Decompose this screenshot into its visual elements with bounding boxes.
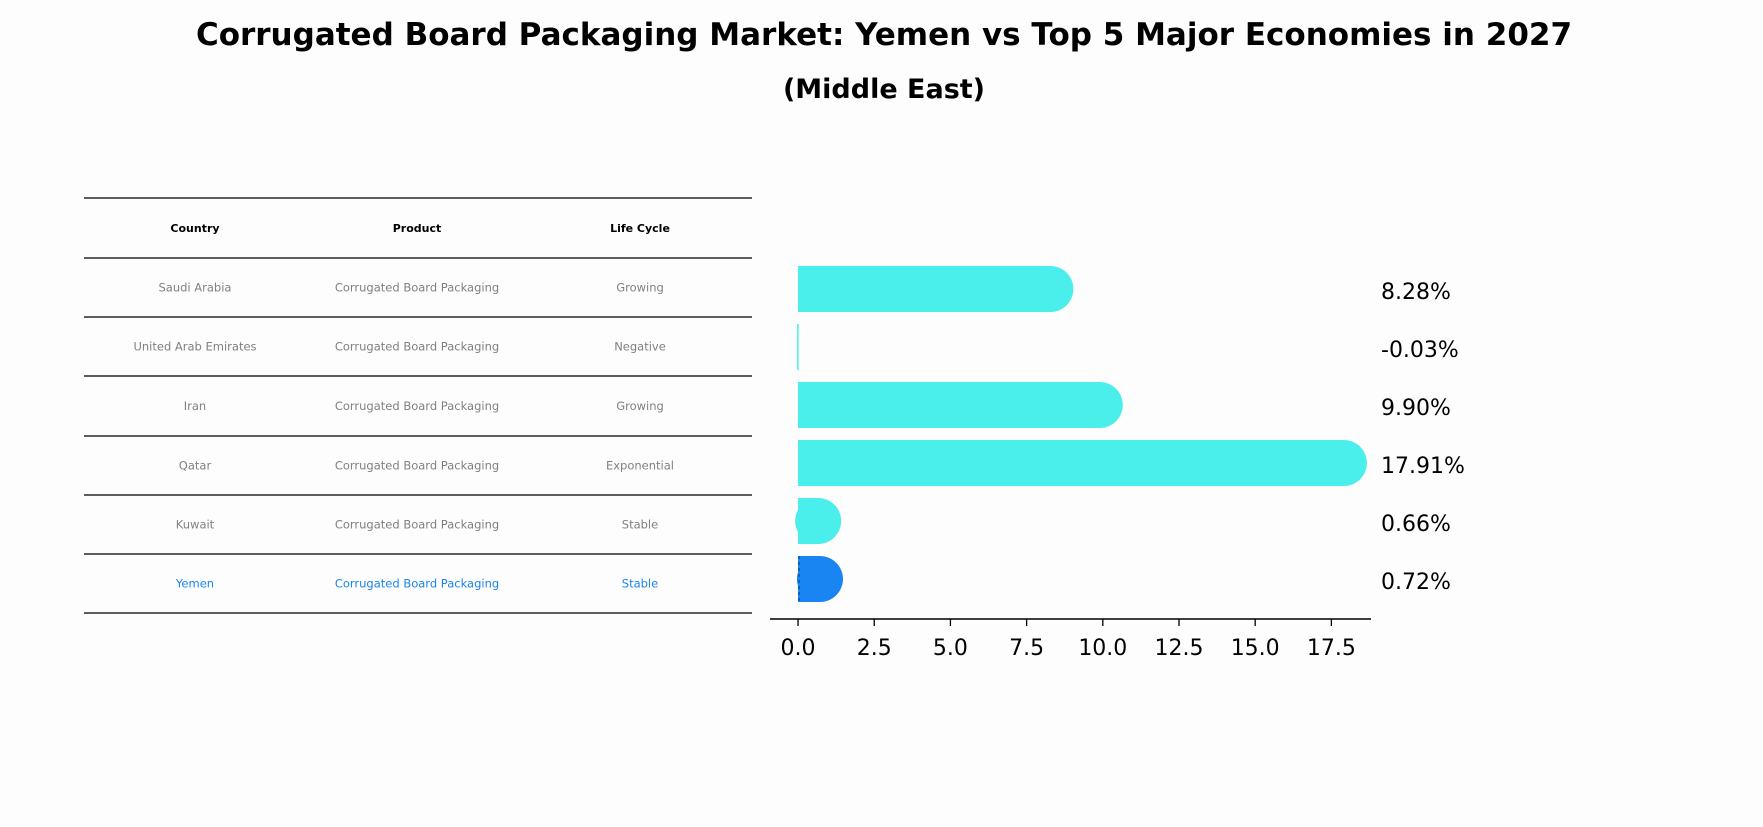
bar-qatar — [798, 440, 1367, 486]
table-cell: Corrugated Board Packaging — [335, 281, 499, 295]
table-cell: Yemen — [175, 577, 214, 591]
bar-kuwait — [795, 498, 842, 544]
x-ticks: 0.0 2.5 5.0 7.5 10.0 12.5 15.0 17.5 — [781, 619, 1356, 661]
x-tick-label: 7.5 — [1009, 636, 1044, 661]
x-tick-label: 15.0 — [1231, 636, 1280, 661]
x-tick-label: 5.0 — [933, 636, 968, 661]
x-tick-label: 10.0 — [1078, 636, 1127, 661]
table-cell: Corrugated Board Packaging — [335, 518, 499, 532]
x-tick-label: 12.5 — [1155, 636, 1204, 661]
table-cell: Corrugated Board Packaging — [335, 340, 499, 354]
table-header: Country — [170, 222, 219, 235]
table-cell: Growing — [616, 399, 664, 413]
table-cell: Negative — [614, 340, 666, 354]
table-cell: Stable — [622, 518, 658, 532]
data-table: Country Product Life Cycle Saudi Arabia Corr… — [84, 197, 752, 614]
bar-saudi-arabia — [798, 266, 1074, 312]
value-label: 0.72% — [1381, 570, 1451, 595]
table-cell: Growing — [616, 281, 664, 295]
table-cell: Exponential — [606, 459, 674, 473]
table-cell: Iran — [184, 399, 206, 413]
value-label: 0.66% — [1381, 512, 1451, 537]
bar-iran — [798, 382, 1123, 428]
value-label: 9.90% — [1381, 396, 1451, 421]
table-header: Life Cycle — [610, 222, 670, 235]
chart-subtitle: (Middle East) — [783, 74, 985, 105]
table-cell: Corrugated Board Packaging — [335, 459, 499, 473]
bar-united-arab-emirates — [797, 324, 799, 370]
table-cell: Saudi Arabia — [159, 281, 232, 295]
x-tick-label: 2.5 — [857, 636, 892, 661]
table-cell: Corrugated Board Packaging — [335, 399, 499, 413]
x-tick-label: 0.0 — [781, 636, 816, 661]
value-label: 17.91% — [1381, 454, 1465, 479]
table-cell: Qatar — [179, 459, 212, 473]
chart-title: Corrugated Board Packaging Market: Yemen… — [196, 17, 1572, 53]
value-label: -0.03% — [1381, 338, 1459, 363]
x-tick-label: 17.5 — [1307, 636, 1356, 661]
table-cell: United Arab Emirates — [133, 340, 256, 354]
bar-yemen — [796, 556, 843, 602]
table-header: Product — [393, 222, 442, 235]
value-label: 8.28% — [1381, 280, 1451, 305]
table-cell: Corrugated Board Packaging — [335, 577, 499, 591]
bars: 8.28% -0.03% 9.90% 17.91% 0.66% 0.72% — [795, 266, 1465, 602]
table-cell: Kuwait — [176, 518, 215, 532]
table-cell: Stable — [622, 577, 658, 591]
